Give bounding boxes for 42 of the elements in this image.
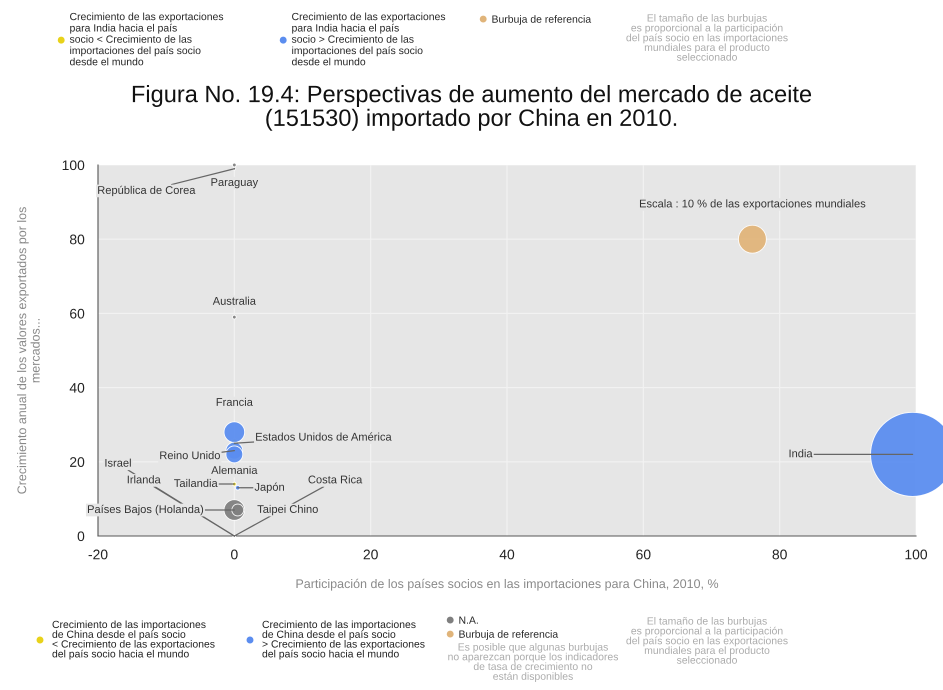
y-tick-label: 20 [70, 457, 84, 467]
text: El tamaño de las burbujas es proporcional a la participación del país socio en las importaciones mundiales para el producto seleccionado [626, 14, 788, 61]
annotation: Taipei Chino [257, 504, 318, 516]
text: Es posible que algunas burbujas no aparezcan porque los indicadores de tasa de crecimiento no están disponibles [448, 643, 618, 682]
text: Burbuja de referencia [459, 630, 558, 640]
legend-label: Crecimiento de las exportaciones para India hacia el país socio < Crecimiento de las importaciones del país socio desde el mundo [70, 12, 224, 66]
annotation: Israel [105, 458, 131, 467]
annotation: Australia [212, 296, 256, 305]
x-tick-label: 0 [231, 550, 238, 560]
annotation: Escala : 10 % de las exportaciones mundiales [640, 199, 866, 210]
x-tick-label: 80 [772, 550, 787, 560]
y-tick-label: 100 [62, 160, 84, 170]
annotation: Francia [216, 398, 253, 406]
y-tick-label: 0 [78, 531, 84, 542]
annotation: Costa Rica [308, 475, 362, 484]
x-axis-title: Participación de los países socios en las importaciones para China, 2010, % [296, 578, 718, 591]
x-tick-label: 20 [364, 550, 378, 560]
x-tick-label: 40 [500, 550, 514, 560]
annotation: Países Bajos (Holanda) [88, 504, 204, 516]
legend-label: N.A. [459, 616, 478, 624]
legend-label: Crecimiento de las exportaciones para India hacia el país socio > Crecimiento de las importaciones del país socio desde el mundo [292, 12, 446, 66]
x-tick-label: 60 [636, 550, 651, 560]
legend-label: Burbuja de referencia [492, 15, 592, 25]
annotation: Reino Unido [160, 451, 220, 460]
y-axis-title: Crecimiento anual de los valores exportados por los mercados... [17, 207, 40, 494]
y-tick-label: 60 [70, 308, 84, 319]
annotation: Irlanda [128, 475, 161, 484]
y-tick-label: 40 [70, 382, 84, 393]
annotation: Japón [254, 482, 284, 494]
text: Crecimiento de las importaciones de China desde el país socio < Crecimiento de las exportaciones del país socio hacia el mundo [52, 620, 215, 660]
annotation: India [790, 449, 813, 458]
annotation: Estados Unidos de América [256, 432, 392, 441]
y-tick-label: 80 [70, 234, 84, 244]
annotation: República de Corea [98, 186, 196, 196]
x-tick-label: 100 [905, 550, 928, 560]
chart-title: Figura No. 19.4: Perspectivas de aumento del mercado de aceite (151530) importado por China en 2010. [132, 85, 812, 131]
text: El tamaño de las burbujas es proporcional a la participación del país socio en las exportaciones mundiales para el producto seleccionado [626, 617, 788, 664]
text: Crecimiento de las importaciones de China desde el país socio > Crecimiento de las exportaciones del país socio hacia el mundo [262, 620, 425, 660]
annotation: Tailandia [174, 478, 218, 488]
annotation: Paraguay [211, 178, 258, 188]
annotation: Alemania [211, 466, 258, 474]
x-tick-label: -20 [88, 550, 108, 560]
